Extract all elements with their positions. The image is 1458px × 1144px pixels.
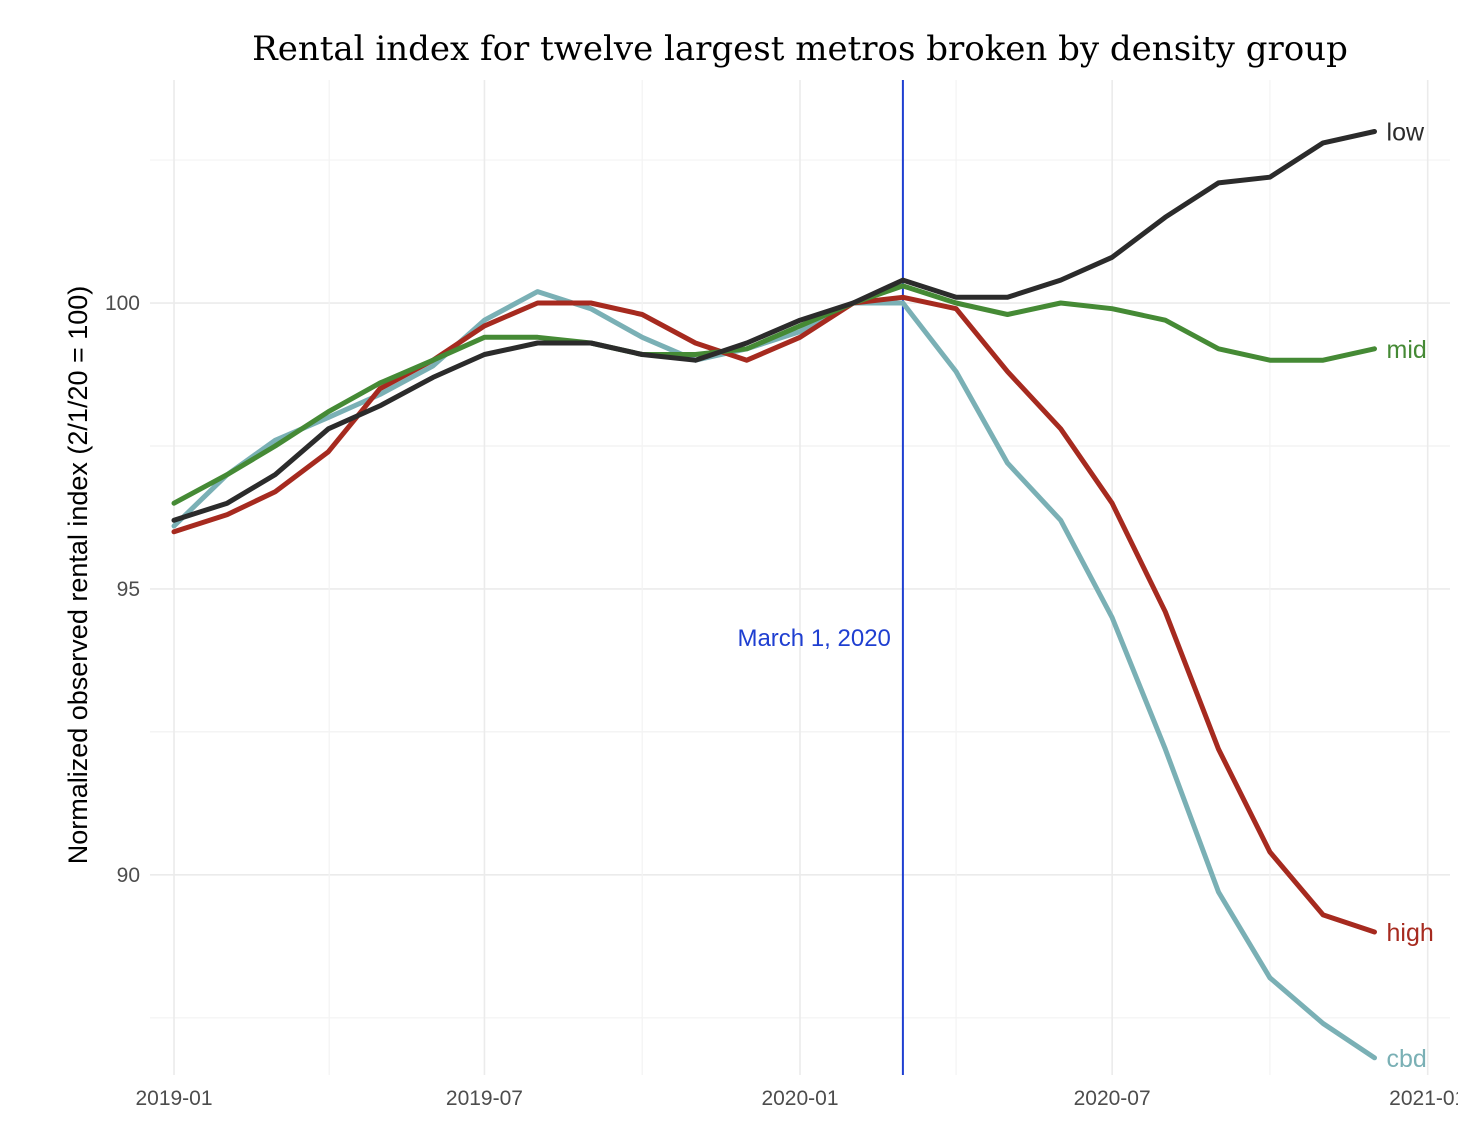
series-label-mid: mid	[1387, 336, 1427, 364]
y-axis-ticks: 90 95 100	[105, 292, 140, 887]
march-2020-annotation: March 1, 2020	[737, 625, 890, 652]
x-tick-label: 2019-07	[446, 1087, 523, 1110]
series-labels: low mid high cbd	[1387, 118, 1434, 1072]
vline-layer: March 1, 2020	[737, 80, 904, 1075]
y-tick-label: 95	[117, 578, 140, 601]
x-tick-label: 2020-01	[761, 1087, 838, 1110]
grid-lines	[150, 80, 1450, 1075]
series-line-low	[171, 129, 1377, 523]
series-label-low: low	[1387, 118, 1425, 146]
x-tick-label: 2021-01	[1389, 1087, 1458, 1110]
x-axis-ticks: 2019-01 2019-07 2020-01 2020-07 2021-01	[135, 1087, 1458, 1110]
chart-title: Rental index for twelve largest metros b…	[252, 29, 1348, 69]
x-tick-label: 2020-07	[1074, 1087, 1151, 1110]
x-tick-label: 2019-01	[135, 1087, 212, 1110]
series-label-high: high	[1387, 919, 1434, 947]
series-label-cbd: cbd	[1387, 1045, 1427, 1073]
y-tick-label: 90	[117, 864, 140, 887]
y-tick-label: 100	[105, 292, 140, 315]
series-line-mid	[171, 283, 1377, 506]
series-line-high	[171, 294, 1377, 935]
series-lines	[171, 129, 1377, 1061]
y-axis-label: Normalized observed rental index (2/1/20…	[63, 286, 93, 865]
